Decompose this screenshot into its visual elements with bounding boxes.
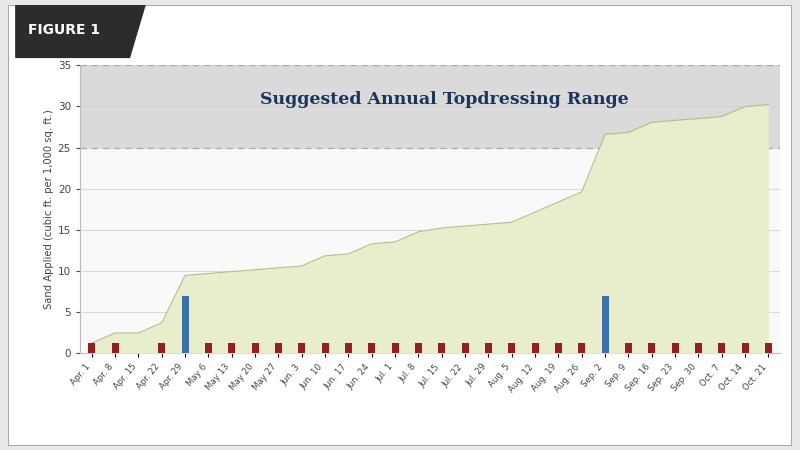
Bar: [578, 343, 585, 353]
Bar: [228, 343, 235, 353]
Bar: [765, 343, 772, 353]
Bar: [205, 343, 212, 353]
Bar: [415, 343, 422, 353]
Bar: [555, 343, 562, 353]
Bar: [602, 296, 609, 353]
Bar: [158, 343, 165, 353]
Text: FIGURE 1: FIGURE 1: [27, 23, 100, 37]
Bar: [438, 343, 445, 353]
Text: Suggested Annual Topdressing Range: Suggested Annual Topdressing Range: [260, 91, 628, 108]
Bar: [391, 343, 398, 353]
Bar: [345, 343, 352, 353]
Bar: [695, 343, 702, 353]
Bar: [718, 343, 725, 353]
Bar: [88, 343, 95, 353]
Y-axis label: Sand Applied (cubic ft. per 1,000 sq. ft.): Sand Applied (cubic ft. per 1,000 sq. ft…: [43, 109, 54, 309]
Bar: [275, 343, 282, 353]
Bar: [251, 343, 258, 353]
Bar: [111, 343, 118, 353]
Bar: [80, 65, 780, 148]
Bar: [648, 343, 655, 353]
Bar: [368, 343, 375, 353]
Bar: [742, 343, 749, 353]
Bar: [462, 343, 469, 353]
Bar: [671, 343, 678, 353]
Bar: [322, 343, 329, 353]
Bar: [625, 343, 632, 353]
Bar: [182, 296, 189, 353]
FancyBboxPatch shape: [8, 4, 792, 446]
Bar: [485, 343, 492, 353]
Polygon shape: [16, 4, 146, 58]
Bar: [508, 343, 515, 353]
Bar: [298, 343, 305, 353]
Bar: [531, 343, 538, 353]
